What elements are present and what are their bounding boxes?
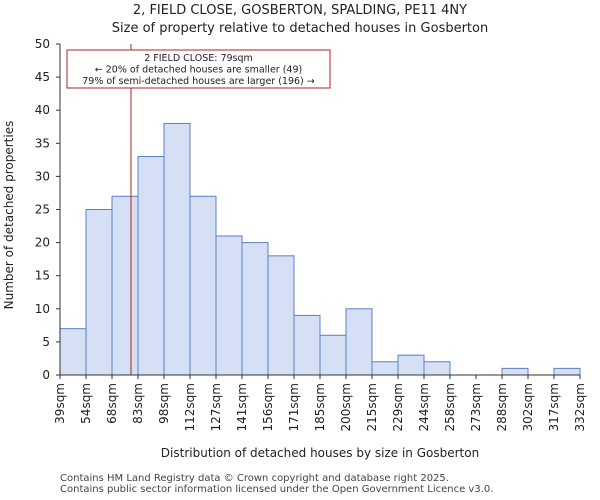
bar <box>215 235 243 376</box>
x-tick-label: 68sqm <box>105 383 119 424</box>
x-tick-label: 258sqm <box>443 383 457 431</box>
bar <box>553 367 581 376</box>
bar <box>319 334 347 376</box>
bar <box>267 255 295 376</box>
annotation-line: 79% of semi-detached houses are larger (… <box>82 76 315 87</box>
x-tick-label: 200sqm <box>339 383 353 431</box>
y-tick-label: 5 <box>42 335 50 349</box>
footer-line-1: Contains HM Land Registry data © Crown c… <box>60 473 449 484</box>
bar <box>59 328 87 376</box>
x-tick-label: 112sqm <box>183 383 197 431</box>
x-tick-label: 171sqm <box>287 383 301 431</box>
bar <box>501 367 529 376</box>
y-axis-label: Number of detached properties <box>2 121 16 310</box>
bar <box>85 209 113 376</box>
x-tick-label: 83sqm <box>131 383 145 424</box>
bar <box>241 242 269 376</box>
bar <box>163 122 191 376</box>
x-tick-label: 127sqm <box>209 383 223 431</box>
bar <box>397 354 425 376</box>
y-tick-label: 45 <box>35 70 50 84</box>
annotation-line: ← 20% of detached houses are smaller (49… <box>95 65 302 76</box>
x-axis-label: Distribution of detached houses by size … <box>161 446 479 460</box>
x-tick-label: 39sqm <box>53 383 67 424</box>
bar <box>111 195 139 376</box>
bar <box>345 308 373 376</box>
y-tick-label: 35 <box>35 136 50 150</box>
x-tick-label: 229sqm <box>391 383 405 431</box>
x-tick-label: 317sqm <box>547 383 561 431</box>
x-tick-label: 54sqm <box>79 383 93 424</box>
y-tick-label: 10 <box>35 302 50 316</box>
chart-subtitle: Size of property relative to detached ho… <box>111 21 489 36</box>
y-tick-label: 30 <box>35 169 50 183</box>
annotation-box <box>66 49 331 89</box>
bar <box>189 195 217 376</box>
bar <box>423 361 451 376</box>
annotation-line: 2 FIELD CLOSE: 79sqm <box>144 53 253 64</box>
x-tick-label: 302sqm <box>521 383 535 431</box>
y-tick-label: 0 <box>42 368 50 382</box>
y-tick-label: 50 <box>35 37 50 51</box>
bar <box>137 156 165 376</box>
x-tick-label: 141sqm <box>235 383 249 431</box>
x-tick-label: 98sqm <box>157 383 171 424</box>
footer-line-2: Contains public sector information licen… <box>60 484 494 495</box>
x-tick-label: 215sqm <box>365 383 379 431</box>
x-tick-label: 332sqm <box>573 383 587 431</box>
x-tick-label: 288sqm <box>495 383 509 431</box>
y-tick-label: 25 <box>35 203 50 217</box>
chart-title: 2, FIELD CLOSE, GOSBERTON, SPALDING, PE1… <box>132 3 468 18</box>
y-tick-label: 20 <box>35 236 50 250</box>
y-tick-label: 40 <box>35 103 50 117</box>
y-tick-label: 15 <box>35 269 50 283</box>
bar <box>371 361 399 376</box>
x-tick-label: 185sqm <box>313 383 327 431</box>
x-tick-label: 273sqm <box>469 383 483 431</box>
x-tick-label: 244sqm <box>417 383 431 431</box>
x-tick-label: 156sqm <box>261 383 275 431</box>
bar <box>293 314 321 376</box>
